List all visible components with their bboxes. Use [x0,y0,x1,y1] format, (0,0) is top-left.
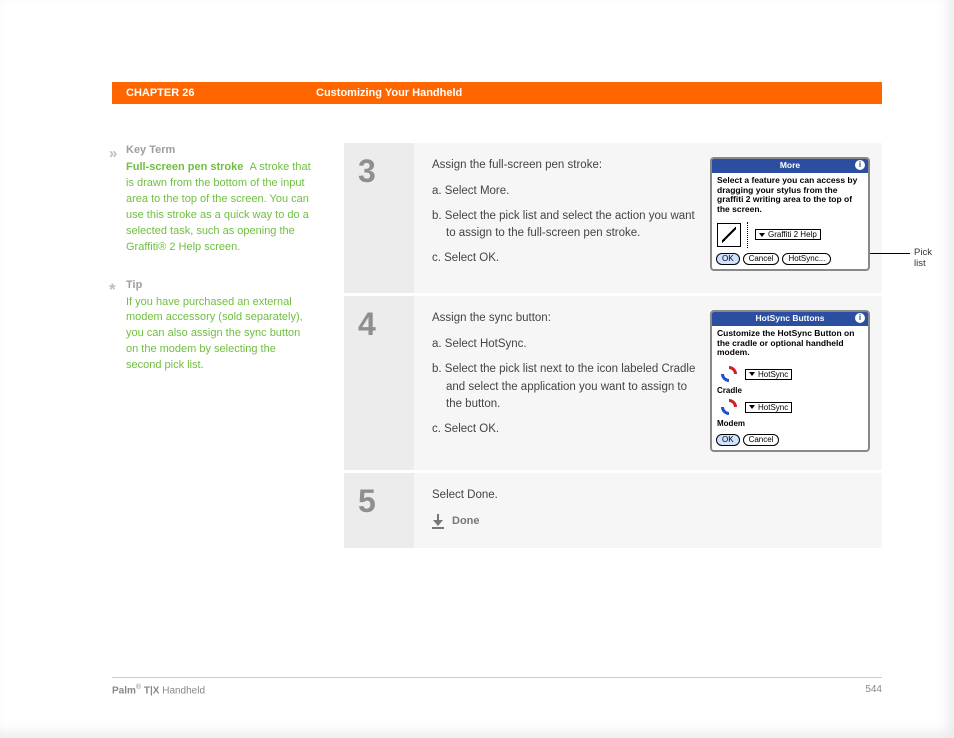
step-body: Select Done. Done [414,473,882,548]
chevron-down-icon [749,372,755,376]
step-number: 4 [344,296,414,470]
palm-more-dialog: More i Select a feature you can access b… [710,157,870,271]
chapter-label: CHAPTER 26 [126,87,316,99]
annotation-label: Pick list [914,247,932,269]
product-name: Palm® T|X Handheld [112,684,205,696]
step-sub: a. Select HotSync. [432,336,698,354]
palm-title-text: More [780,160,800,170]
step-sub: c. Select OK. [432,421,698,439]
modem-label: Modem [712,419,868,430]
chevron-down-icon [749,405,755,409]
key-term-label: Key Term [126,143,312,159]
product-rest: T|X [141,685,159,696]
picklist-dropdown[interactable]: Graffiti 2 Help [755,229,821,240]
palm-title: More i [712,159,868,173]
annotation-line [870,253,910,254]
steps-panel: 3 Assign the full-screen pen stroke: a. … [344,143,882,548]
key-term-text: A stroke that is drawn from the bottom o… [126,161,311,253]
step-text: Assign the sync button: a. Select HotSyn… [432,310,698,452]
mini-wrap: More i Select a feature you can access b… [710,157,870,275]
chapter-header: CHAPTER 26 Customizing Your Handheld [112,82,882,104]
palm-pen-area: Graffiti 2 Help [712,219,868,250]
picklist-value: HotSync [758,403,788,412]
palm-buttons: OK Cancel [712,431,868,450]
product-tail: Handheld [159,685,205,696]
hotsync-icon [719,397,739,417]
key-term-body: Full-screen pen stroke A stroke that is … [126,160,312,256]
step-number: 5 [344,473,414,548]
ok-button[interactable]: OK [716,253,740,265]
step-5: 5 Select Done. Done [344,470,882,548]
key-term-term: Full-screen pen stroke [126,161,243,173]
tip-label: Tip [126,278,312,294]
page-number: 544 [865,684,882,696]
step-sub: a. Select More. [432,183,698,201]
step-text: Select Done. Done [432,487,870,530]
palm-title: HotSync Buttons i [712,312,868,326]
page-footer: Palm® T|X Handheld 544 [112,677,882,696]
step-body: Assign the full-screen pen stroke: a. Se… [414,143,882,293]
info-icon[interactable]: i [855,160,865,170]
key-term-marker-icon: » [109,143,117,165]
divider [747,222,749,248]
palm-body-text: Customize the HotSync Button on the crad… [712,326,868,362]
step-sub: b. Select the pick list next to the icon… [432,361,698,414]
step-sub: b. Select the pick list and select the a… [432,208,698,244]
cradle-label: Cradle [712,386,868,395]
tip-callout: * Tip If you have purchased an external … [112,278,312,375]
picklist-value: Graffiti 2 Help [768,230,817,239]
palm-title-text: HotSync Buttons [756,313,825,323]
step-text: Assign the full-screen pen stroke: a. Se… [432,157,698,275]
done-arrow-icon [432,514,444,528]
done-label: Done [452,513,480,530]
tip-body: If you have purchased an external modem … [126,295,312,375]
sidebar: » Key Term Full-screen pen stroke A stro… [112,143,312,396]
info-icon[interactable]: i [855,313,865,323]
key-term-callout: » Key Term Full-screen pen stroke A stro… [112,143,312,256]
cancel-button[interactable]: Cancel [743,253,780,265]
modem-row: HotSync [712,395,868,419]
step-lead: Assign the sync button: [432,310,698,328]
step-lead: Select Done. [432,487,870,505]
hotsync-button[interactable]: HotSync... [782,253,831,265]
step-body: Assign the sync button: a. Select HotSyn… [414,296,882,470]
cancel-button[interactable]: Cancel [743,434,780,446]
product-bold: Palm [112,685,136,696]
hotsync-icon [719,364,739,384]
modem-picklist[interactable]: HotSync [745,402,792,413]
done-indicator: Done [432,513,870,530]
cradle-row: HotSync [712,362,868,386]
step-lead: Assign the full-screen pen stroke: [432,157,698,175]
pen-stroke-icon [717,223,741,247]
step-sub: c. Select OK. [432,250,698,268]
palm-buttons: OK Cancel HotSync... [712,250,868,269]
cradle-picklist[interactable]: HotSync [745,369,792,380]
tip-marker-icon: * [109,278,116,303]
chapter-title: Customizing Your Handheld [316,87,462,99]
palm-hotsync-dialog: HotSync Buttons i Customize the HotSync … [710,310,870,452]
palm-body-text: Select a feature you can access by dragg… [712,173,868,219]
step-4: 4 Assign the sync button: a. Select HotS… [344,293,882,470]
step-3: 3 Assign the full-screen pen stroke: a. … [344,143,882,293]
ok-button[interactable]: OK [716,434,740,446]
picklist-value: HotSync [758,370,788,379]
chevron-down-icon [759,233,765,237]
step-number: 3 [344,143,414,293]
